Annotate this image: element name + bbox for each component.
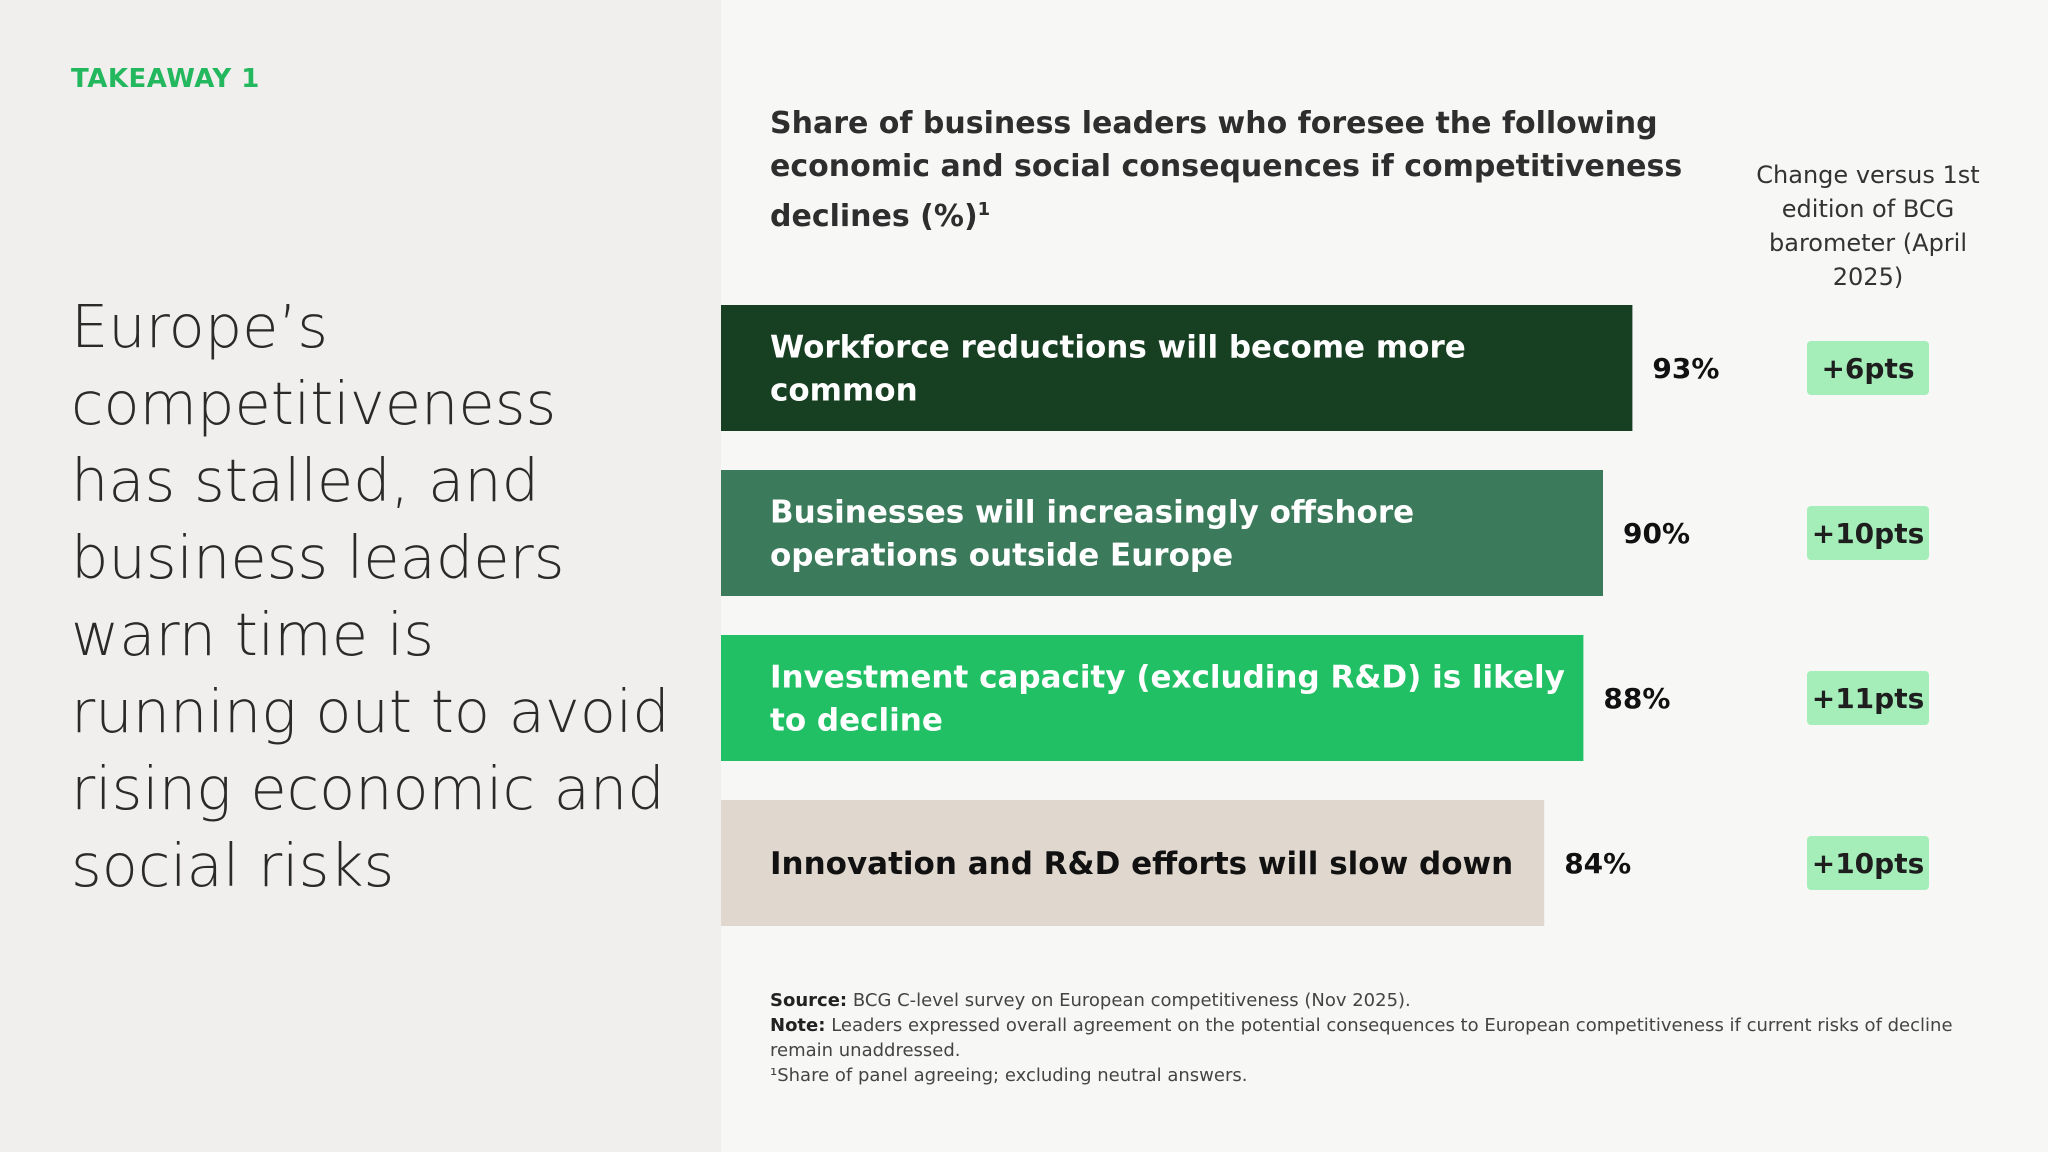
note-line: Note: Leaders expressed overall agreemen… xyxy=(770,1013,1970,1063)
change-badge-label: +6pts xyxy=(1821,352,1914,385)
change-badge xyxy=(1807,836,1929,890)
change-badge-label: +10pts xyxy=(1812,517,1925,550)
bar-category-label: Workforce reductions will become more com… xyxy=(770,330,1466,409)
chart-title-text: Share of business leaders who foresee th… xyxy=(770,106,1683,234)
bar xyxy=(721,800,1545,926)
footnotes: Source: BCG C-level survey on European c… xyxy=(770,988,1970,1088)
bar xyxy=(721,635,1584,761)
bar-category-label: Innovation and R&D efforts will slow dow… xyxy=(770,846,1513,882)
change-badge xyxy=(1807,671,1929,725)
change-badge-label: +11pts xyxy=(1812,682,1925,715)
bar-value-label: 93% xyxy=(1652,352,1719,385)
bar-value-label: 90% xyxy=(1623,517,1690,550)
footnote-text: ¹Share of panel agreeing; excluding neut… xyxy=(770,1065,1248,1086)
bar-category-label: Investment capacity (excluding R&D) is l… xyxy=(770,660,1565,739)
bar-value-label: 84% xyxy=(1564,847,1631,880)
bar xyxy=(721,305,1633,431)
change-badge xyxy=(1807,506,1929,560)
takeaway-label: TAKEAWAY 1 xyxy=(71,64,260,94)
title-footnote-marker: 1 xyxy=(977,199,991,220)
chart-title: Share of business leaders who foresee th… xyxy=(770,102,1820,238)
source-line: Source: BCG C-level survey on European c… xyxy=(770,988,1970,1013)
bar-category-label: Businesses will increasingly offshore ope… xyxy=(770,495,1414,574)
bar-value-label: 88% xyxy=(1603,682,1670,715)
change-column-header: Change versus 1st edition of BCG baromet… xyxy=(1756,161,1980,291)
note-label: Note: xyxy=(770,1015,826,1036)
headline: Europe’s competitiveness has stalled, an… xyxy=(71,292,670,900)
left-panel: TAKEAWAY 1 Europe’s competitiveness has … xyxy=(0,0,721,1152)
note-text: Leaders expressed overall agreement on t… xyxy=(770,1015,1953,1061)
source-label: Source: xyxy=(770,990,848,1011)
change-badge xyxy=(1807,341,1929,395)
source-text: BCG C-level survey on European competiti… xyxy=(852,990,1411,1011)
change-badge-label: +10pts xyxy=(1812,847,1925,880)
bar xyxy=(721,470,1603,596)
